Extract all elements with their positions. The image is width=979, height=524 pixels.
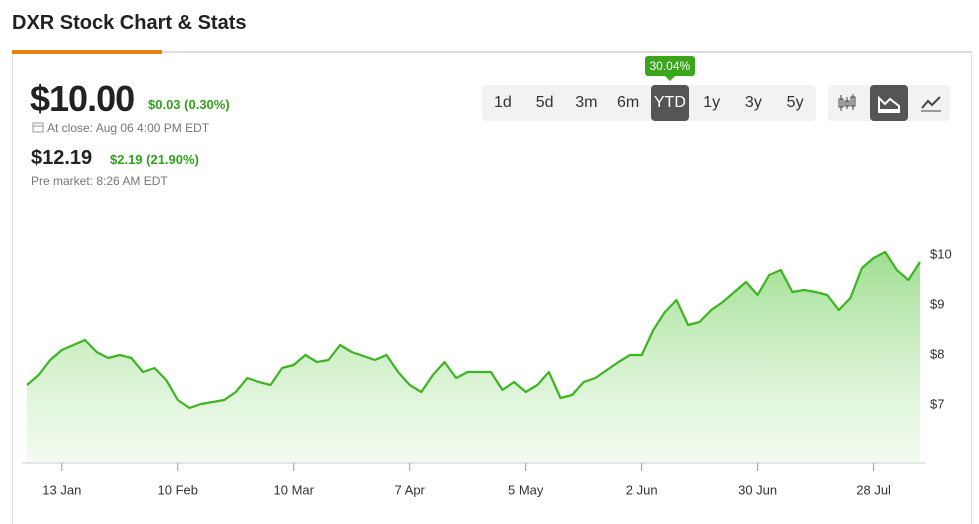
- candle-icon[interactable]: [836, 92, 858, 114]
- pre-change: $2.19 (21.90%): [110, 152, 199, 167]
- range-button[interactable]: 6m: [617, 94, 640, 111]
- range-button[interactable]: 5y: [786, 94, 804, 111]
- range-button[interactable]: 5d: [535, 94, 554, 111]
- y-tick-label: $7: [930, 396, 944, 411]
- price: $10.00: [30, 78, 135, 119]
- tab-rule: [162, 51, 972, 53]
- pre-note: Pre market: 8:26 AM EDT: [31, 174, 168, 188]
- range-button[interactable]: 3m: [575, 94, 598, 111]
- x-tick-label: 10 Mar: [274, 482, 315, 497]
- x-tick-label: 28 Jul: [856, 482, 891, 497]
- range-button[interactable]: 3y: [744, 94, 762, 111]
- x-tick-label: 5 May: [508, 482, 544, 497]
- range-button[interactable]: 1d: [493, 94, 512, 111]
- y-tick-label: $10: [930, 246, 952, 261]
- badge-arrow: [665, 76, 675, 81]
- line-icon[interactable]: [919, 92, 943, 114]
- x-tick-label: 13 Jan: [42, 482, 81, 497]
- pre-price: $12.19: [31, 147, 93, 169]
- price-change: $0.03 (0.30%): [148, 97, 230, 112]
- y-tick-label: $9: [930, 296, 944, 311]
- price-line: [26, 250, 921, 410]
- range-selector: 1d 5d 3m 6m YTD 1y 3y 5y: [482, 85, 816, 121]
- range-button[interactable]: 1y: [703, 94, 721, 111]
- y-tick-label: $8: [930, 346, 944, 361]
- section-title: DXR Stock Chart & Stats: [12, 12, 247, 34]
- price-area: [27, 252, 920, 463]
- range-button[interactable]: YTD: [651, 85, 689, 121]
- ytd-badge: 30.04%: [644, 56, 696, 76]
- x-tick-label: 30 Jun: [738, 482, 777, 497]
- card: [12, 54, 972, 524]
- close-note: At close: Aug 06 4:00 PM EDT: [47, 121, 210, 135]
- area-icon: [878, 95, 900, 113]
- x-tick-label: 7 Apr: [395, 482, 426, 497]
- calendar-icon: [32, 122, 44, 133]
- x-tick-label: 10 Feb: [158, 482, 198, 497]
- tab-indicator: [12, 50, 162, 54]
- area-button[interactable]: [870, 85, 908, 121]
- x-tick-label: 2 Jun: [626, 482, 658, 497]
